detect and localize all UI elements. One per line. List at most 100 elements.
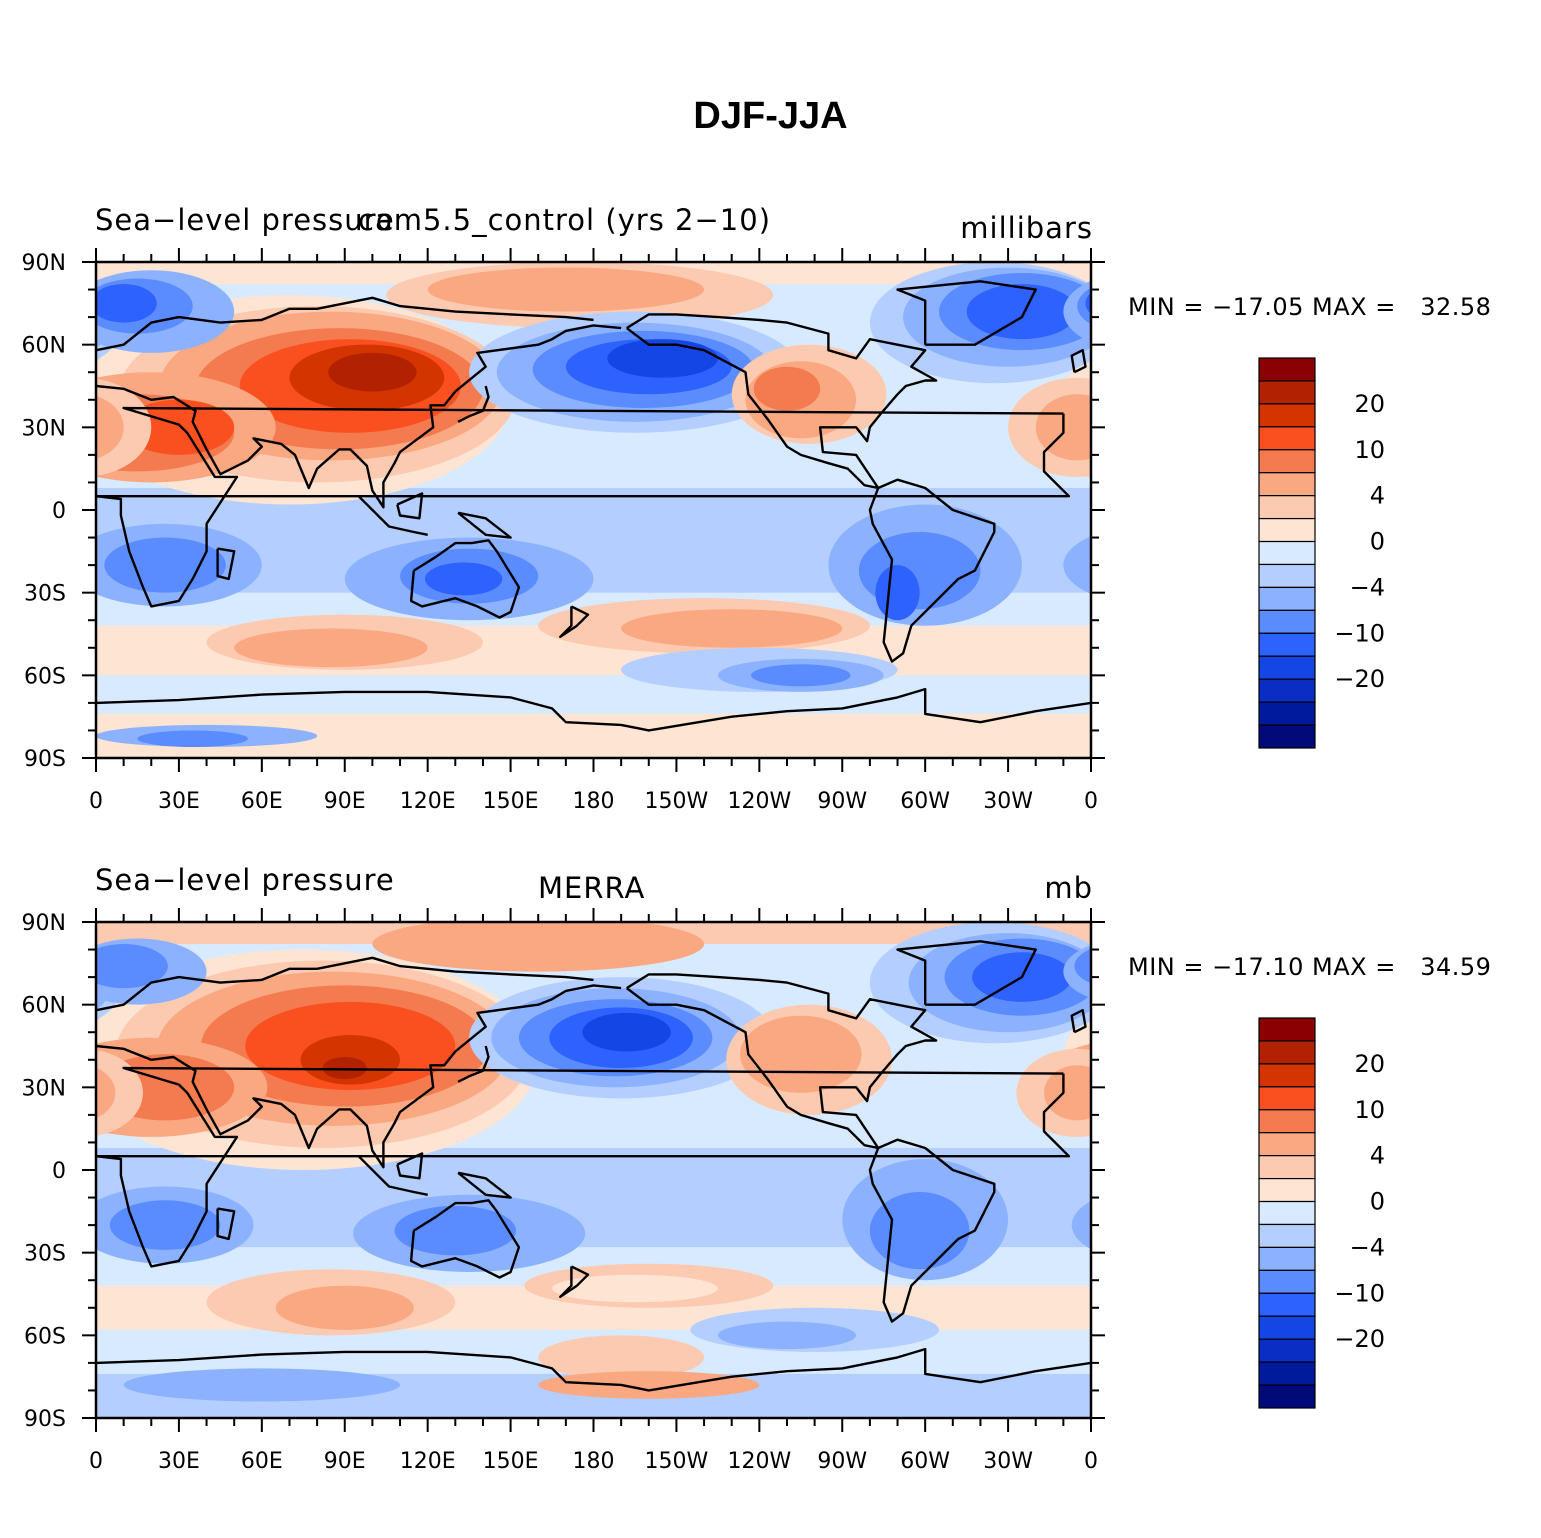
- coastline: [457, 1045, 490, 1083]
- colorbar-swatch: [1258, 586, 1316, 611]
- coastline: [96, 296, 594, 352]
- coastline: [559, 1265, 590, 1298]
- lat-tick-label: 60N: [22, 994, 66, 1019]
- lon-tick-label: 0: [89, 789, 103, 814]
- colorbar-label: 10: [1354, 436, 1385, 464]
- colorbar-swatch: [1258, 1086, 1316, 1111]
- coastline: [457, 511, 512, 539]
- contour-region: [96, 1067, 116, 1118]
- lon-tick-label: 150W: [645, 1449, 709, 1474]
- lon-tick-label: 30E: [158, 1449, 200, 1474]
- colorbar-label: 10: [1354, 1096, 1385, 1124]
- coastline: [896, 940, 1037, 1006]
- lon-tick-label: 60E: [241, 1449, 283, 1474]
- coastline: [868, 478, 996, 663]
- colorbar-label: −4: [1350, 573, 1385, 601]
- lat-tick-label: 60N: [22, 334, 66, 359]
- panel-model: Sea−level pressure cam5.5_control (yrs 2…: [0, 195, 1541, 855]
- coastline: [357, 1155, 428, 1196]
- panel-center-title: MERRA: [538, 871, 646, 905]
- colorbar-swatch: [1258, 449, 1316, 474]
- colorbar-label: 20: [1354, 390, 1385, 418]
- coastline: [96, 324, 622, 509]
- colorbar-swatch: [1258, 1223, 1316, 1249]
- colorbar: 20 10 4 0 −4 −10 −20: [1258, 357, 1385, 749]
- lon-tick-label: 120W: [727, 789, 791, 814]
- colorbar-label: −20: [1334, 1325, 1385, 1353]
- contour-region: [869, 1192, 970, 1270]
- contour-region: [104, 537, 226, 593]
- contour-region: [1044, 1065, 1091, 1121]
- lat-tick-label: 60S: [24, 1324, 66, 1349]
- coastline: [409, 539, 521, 619]
- panel-left-title: Sea−level pressure: [95, 863, 395, 897]
- colorbar-swatch: [1258, 1292, 1316, 1317]
- colorbar-swatch: [1258, 426, 1316, 451]
- contour-region: [1074, 948, 1091, 984]
- contour-region: [717, 1321, 857, 1350]
- colorbar-swatch: [1258, 1017, 1316, 1042]
- lat-tick-label: 30S: [24, 1242, 66, 1267]
- panel-center-title: cam5.5_control (yrs 2−10): [358, 203, 772, 237]
- coastline: [216, 1207, 236, 1241]
- colorbar-swatch: [1258, 495, 1316, 520]
- coastline: [625, 973, 938, 1150]
- contour-region: [123, 1368, 401, 1402]
- contour-region: [328, 352, 417, 392]
- colorbar-swatch: [1258, 1109, 1316, 1134]
- contour-region: [753, 366, 821, 411]
- contour-region: [552, 1274, 718, 1303]
- contour-region: [424, 562, 503, 596]
- colorbar: 20 10 4 0 −4 −10 −20: [1258, 1017, 1385, 1409]
- contour-region: [123, 399, 235, 455]
- panel-units: millibars: [960, 211, 1093, 245]
- contour-region: [1035, 394, 1091, 461]
- colorbar-label: −10: [1334, 619, 1385, 647]
- colorbar-swatch: [1258, 380, 1316, 405]
- contour-region: [372, 922, 705, 972]
- coastline: [396, 1152, 424, 1180]
- lon-tick-label: 30E: [158, 789, 200, 814]
- colorbar-swatch: [1258, 678, 1316, 703]
- lon-tick-label: 60W: [900, 789, 950, 814]
- contour-region: [96, 396, 124, 459]
- contour-region: [109, 1200, 221, 1250]
- contour-region: [234, 628, 428, 668]
- colorbar-label: 20: [1354, 1050, 1385, 1078]
- colorbar-label: 4: [1370, 1142, 1385, 1170]
- min-max-label: MIN = −17.05 MAX = 32.58: [1128, 293, 1492, 321]
- contour-region: [394, 1205, 517, 1256]
- contour-region: [275, 1285, 414, 1330]
- coastline: [868, 1138, 996, 1323]
- lon-tick-label: 60W: [900, 1449, 950, 1474]
- coastline: [396, 492, 424, 520]
- lon-tick-label: 180: [573, 1449, 615, 1474]
- colorbar-swatch: [1258, 1132, 1316, 1157]
- coastline: [96, 1066, 1071, 1268]
- colorbar-label: −4: [1350, 1233, 1385, 1261]
- lon-tick-label: 30W: [983, 789, 1033, 814]
- colorbar-swatch: [1258, 1063, 1316, 1088]
- colorbar-label: 0: [1370, 528, 1385, 556]
- contour-region: [751, 664, 851, 687]
- lon-tick-label: 90E: [324, 1449, 366, 1474]
- contour-region: [1063, 536, 1091, 595]
- coastline: [896, 280, 1037, 346]
- lat-tick-label: 90N: [22, 251, 66, 276]
- lon-tick-label: 180: [573, 789, 615, 814]
- lon-tick-label: 0: [1084, 1449, 1098, 1474]
- map-plot: 90N 60N 30N 0 30S 60S 90S 0 30E 60E 90E 120E 150E 180…: [22, 248, 1385, 814]
- contour-region: [1085, 292, 1091, 314]
- colorbar-swatch: [1258, 1384, 1316, 1409]
- coastline: [1070, 1009, 1087, 1034]
- lat-tick-label: 60S: [24, 664, 66, 689]
- lon-tick-label: 0: [89, 1449, 103, 1474]
- colorbar-swatch: [1258, 357, 1316, 382]
- colorbar-swatch: [1258, 1040, 1316, 1065]
- colorbar-swatch: [1258, 1269, 1316, 1294]
- lon-tick-label: 120E: [400, 789, 456, 814]
- coastline: [96, 1347, 1091, 1392]
- colorbar-swatch: [1258, 1200, 1316, 1226]
- contour-region: [1071, 1201, 1091, 1250]
